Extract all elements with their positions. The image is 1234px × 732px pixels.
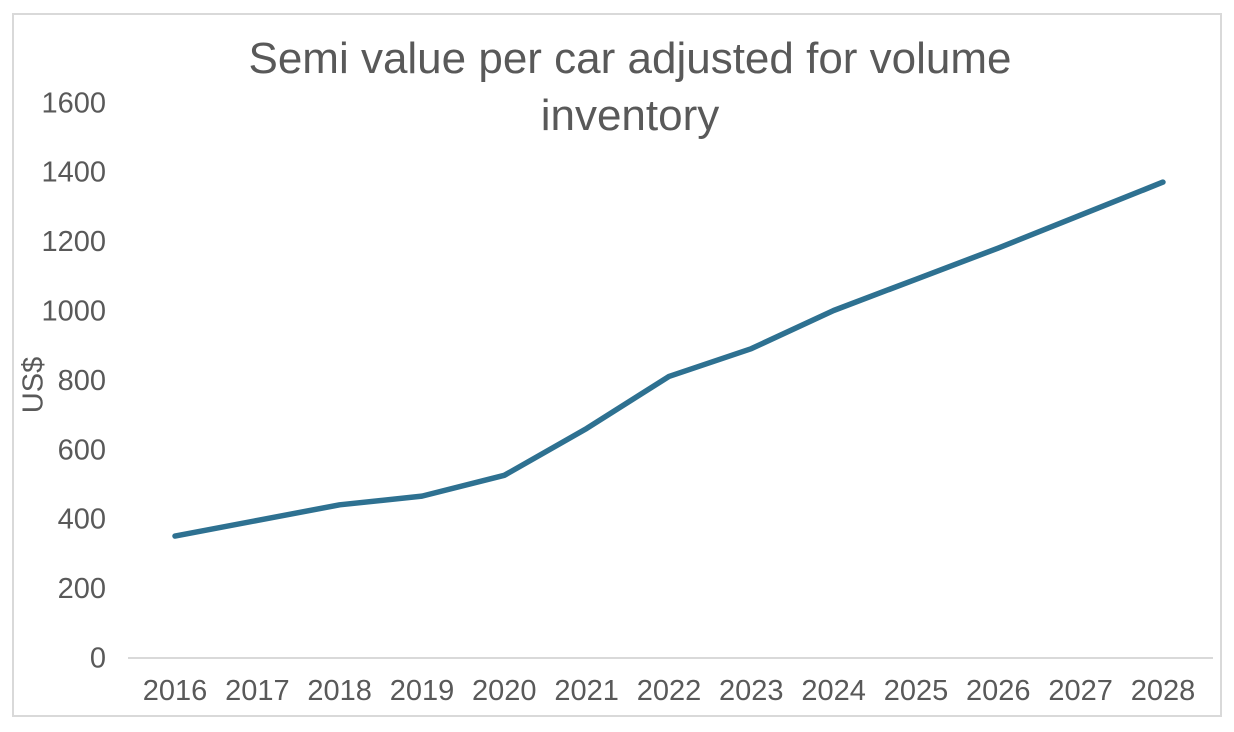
x-tick-label: 2021 (554, 675, 619, 707)
x-tick-label: 2018 (307, 675, 372, 707)
x-tick-label: 2027 (1048, 675, 1113, 707)
x-tick-label: 2016 (143, 675, 208, 707)
y-tick-label: 600 (58, 434, 106, 466)
y-tick-label: 1200 (41, 226, 106, 258)
y-tick-label: 800 (58, 365, 106, 397)
series-line (172, 179, 1166, 539)
y-tick-label: 1600 (41, 87, 106, 119)
x-tick-label: 2023 (719, 675, 784, 707)
x-tick-label: 2028 (1131, 675, 1196, 707)
x-tick-label: 2020 (472, 675, 537, 707)
y-tick-label: 200 (58, 573, 106, 605)
chart-title-line-1: Semi value per car adjusted for volume (248, 34, 1012, 83)
x-tick-label: 2017 (225, 675, 290, 707)
y-tick-label: 0 (90, 643, 106, 675)
x-tick-label: 2019 (390, 675, 455, 707)
y-tick-label: 1400 (41, 157, 106, 189)
x-tick-label: 2025 (884, 675, 949, 707)
y-tick-label: 1000 (41, 296, 106, 328)
x-tick-label: 2024 (801, 675, 866, 707)
chart-title: Semi value per car adjusted for volume i… (26, 30, 1234, 144)
chart-title-line-2: inventory (540, 91, 720, 140)
y-tick-label: 400 (58, 504, 106, 536)
x-tick-label: 2022 (637, 675, 702, 707)
x-tick-label: 2026 (966, 675, 1031, 707)
